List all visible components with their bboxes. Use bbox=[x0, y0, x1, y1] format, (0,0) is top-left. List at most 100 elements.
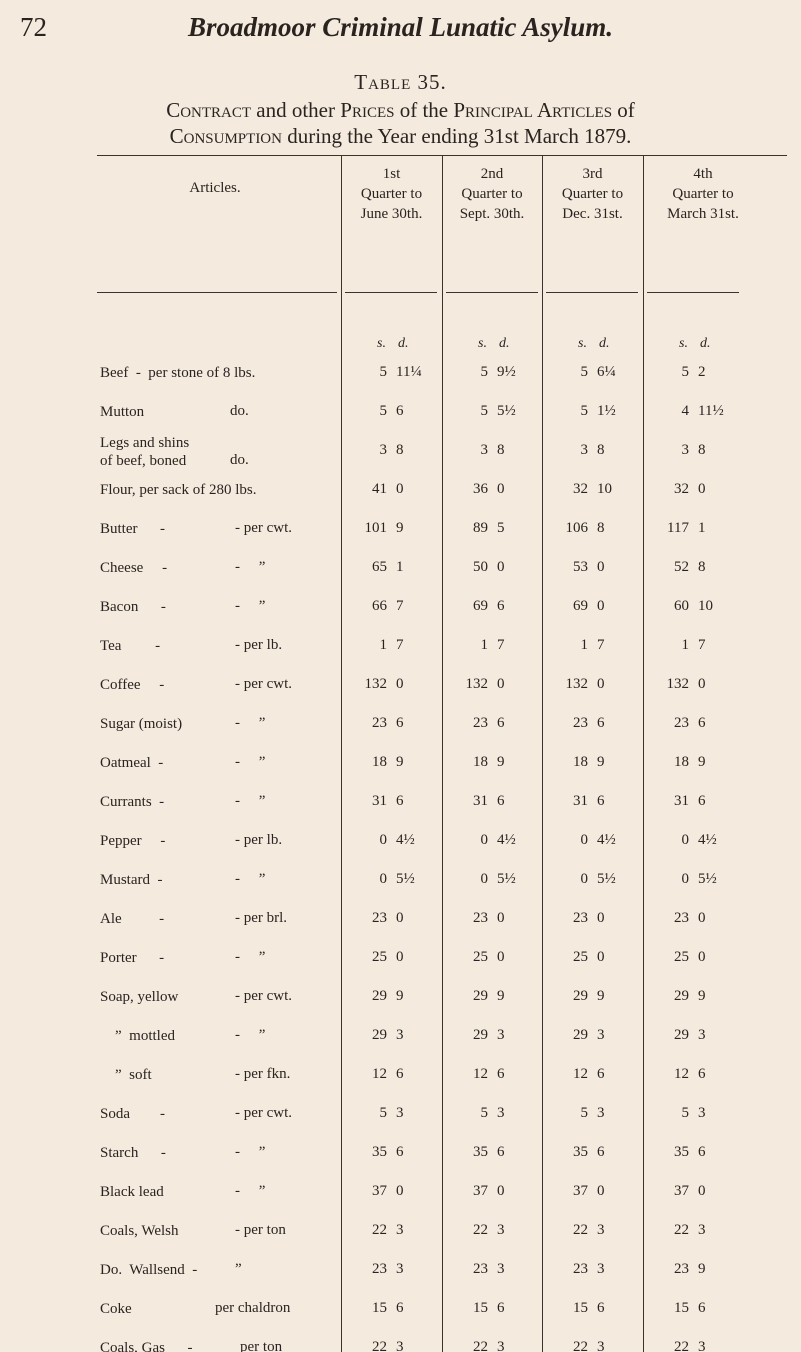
pence-value: 0 bbox=[396, 949, 404, 965]
article-name: Coals, Gas - bbox=[100, 1340, 193, 1352]
shillings-value: 12 bbox=[473, 1066, 488, 1082]
column-rule bbox=[542, 155, 543, 1352]
caption-part: of the bbox=[394, 98, 454, 122]
pence-value: 0 bbox=[597, 559, 605, 575]
pence-value: 0 bbox=[497, 481, 505, 497]
pence-value: 3 bbox=[396, 1222, 404, 1238]
pence-value: 0 bbox=[396, 910, 404, 926]
column-rule bbox=[341, 155, 342, 1352]
pence-value: 7 bbox=[497, 637, 505, 653]
pence-value: 3 bbox=[698, 1027, 706, 1043]
article-name: Soap, yellow bbox=[100, 989, 179, 1005]
shillings-value: 15 bbox=[372, 1300, 387, 1316]
shillings-value: 37 bbox=[674, 1183, 689, 1199]
pence-value: 3 bbox=[597, 1339, 605, 1352]
pence-value: 6 bbox=[497, 793, 505, 809]
article-name: Flour, per sack of 280 lbs. bbox=[100, 482, 257, 498]
shillings-value: 25 bbox=[473, 949, 488, 965]
unit-label: - ” bbox=[235, 949, 266, 965]
unit-label: - ” bbox=[235, 715, 266, 731]
table-caption-line2: Consumption during the Year ending 31st … bbox=[0, 124, 801, 149]
shillings-value: 31 bbox=[674, 793, 689, 809]
shillings-value: 5 bbox=[379, 364, 388, 380]
pence-value: 0 bbox=[698, 1183, 706, 1199]
shillings-value: 18 bbox=[573, 754, 588, 770]
unit-label: - per lb. bbox=[235, 832, 283, 848]
shillings-value: 5 bbox=[681, 1105, 690, 1121]
shillings-value: 132 bbox=[565, 676, 589, 692]
pence-value: 6¼ bbox=[597, 364, 616, 380]
shillings-value: 32 bbox=[674, 481, 689, 497]
article-name: Tea - bbox=[100, 638, 161, 654]
pence-value: 9 bbox=[396, 520, 404, 536]
shillings-value: 66 bbox=[372, 598, 387, 614]
unit-label: - ” bbox=[235, 754, 266, 770]
unit-header: s. bbox=[578, 336, 587, 351]
pence-value: 3 bbox=[597, 1027, 605, 1043]
shillings-value: 41 bbox=[372, 481, 387, 497]
pence-value: 6 bbox=[597, 1066, 605, 1082]
pence-value: 0 bbox=[597, 910, 605, 926]
article-name: Butter - bbox=[100, 521, 165, 537]
shillings-value: 32 bbox=[573, 481, 588, 497]
shillings-value: 132 bbox=[364, 676, 388, 692]
article-name: Oatmeal - bbox=[100, 755, 164, 771]
caption-part: Prices bbox=[340, 98, 395, 122]
column-header: 3rd Quarter to Dec. 31st. bbox=[561, 166, 624, 222]
shillings-value: 50 bbox=[473, 559, 488, 575]
pence-value: 3 bbox=[497, 1105, 505, 1121]
pence-value: 6 bbox=[396, 1300, 404, 1316]
shillings-value: 4 bbox=[681, 403, 690, 419]
unit-label: - ” bbox=[235, 1144, 266, 1160]
caption-part: of bbox=[612, 98, 635, 122]
shillings-value: 52 bbox=[674, 559, 689, 575]
shillings-value: 29 bbox=[674, 1027, 689, 1043]
shillings-value: 12 bbox=[372, 1066, 387, 1082]
shillings-value: 18 bbox=[372, 754, 387, 770]
pence-value: 3 bbox=[497, 1261, 505, 1277]
pence-value: 6 bbox=[597, 1300, 605, 1316]
pence-value: 0 bbox=[597, 598, 605, 614]
shillings-value: 23 bbox=[372, 1261, 387, 1277]
unit-header: d. bbox=[499, 336, 510, 351]
shillings-value: 22 bbox=[573, 1222, 588, 1238]
shillings-value: 5 bbox=[480, 364, 489, 380]
pence-value: 6 bbox=[597, 1144, 605, 1160]
shillings-value: 5 bbox=[580, 403, 589, 419]
pence-value: 3 bbox=[597, 1222, 605, 1238]
shillings-value: 22 bbox=[473, 1222, 488, 1238]
unit-label: per chaldron bbox=[215, 1300, 291, 1316]
article-name: Porter - bbox=[100, 950, 165, 966]
unit-header: s. bbox=[377, 336, 386, 351]
shillings-value: 37 bbox=[573, 1183, 588, 1199]
shillings-value: 5 bbox=[681, 364, 690, 380]
shillings-value: 12 bbox=[674, 1066, 689, 1082]
table-caption-line1: Contract and other Prices of the Princip… bbox=[0, 98, 801, 123]
running-head: Broadmoor Criminal Lunatic Asylum. bbox=[187, 12, 614, 42]
shillings-value: 5 bbox=[580, 1105, 589, 1121]
pence-value: 5½ bbox=[497, 871, 516, 887]
header-rule bbox=[97, 292, 337, 293]
pence-value: 5½ bbox=[497, 403, 516, 419]
shillings-value: 29 bbox=[473, 1027, 488, 1043]
shillings-value: 35 bbox=[473, 1144, 488, 1160]
shillings-value: 3 bbox=[681, 442, 690, 458]
unit-label: - ” bbox=[235, 871, 266, 887]
shillings-value: 29 bbox=[372, 988, 387, 1004]
shillings-value: 22 bbox=[674, 1222, 689, 1238]
unit-label: - per lb. bbox=[235, 637, 283, 653]
unit-label: - ” bbox=[235, 1027, 266, 1043]
pence-value: 5 bbox=[497, 520, 505, 536]
unit-label: - ” bbox=[235, 598, 266, 614]
article-name: Do. Wallsend - bbox=[100, 1262, 198, 1278]
pence-value: 8 bbox=[497, 442, 505, 458]
shillings-value: 5 bbox=[480, 403, 489, 419]
shillings-value: 37 bbox=[473, 1183, 488, 1199]
unit-label: ” bbox=[235, 1261, 242, 1277]
shillings-value: 0 bbox=[480, 871, 489, 887]
article-name: Sugar (moist) bbox=[100, 716, 183, 732]
article-name: Bacon - bbox=[100, 599, 166, 615]
unit-label: - per cwt. bbox=[235, 1105, 293, 1121]
column-header: Articles. bbox=[189, 180, 241, 196]
